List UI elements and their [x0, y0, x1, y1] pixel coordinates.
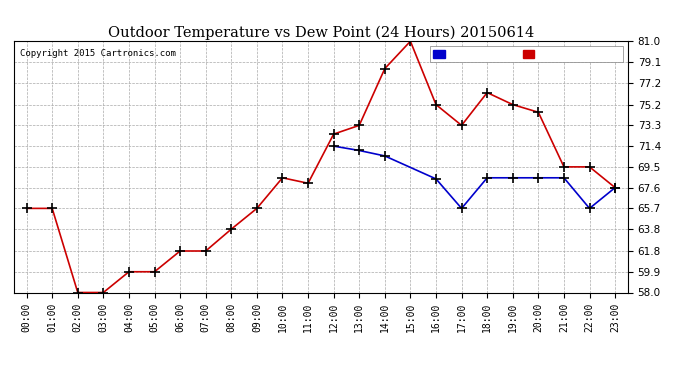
- Text: Copyright 2015 Cartronics.com: Copyright 2015 Cartronics.com: [20, 49, 176, 58]
- Legend: Dew Point (°F), Temperature (°F): Dew Point (°F), Temperature (°F): [430, 46, 623, 62]
- Title: Outdoor Temperature vs Dew Point (24 Hours) 20150614: Outdoor Temperature vs Dew Point (24 Hou…: [108, 26, 534, 40]
